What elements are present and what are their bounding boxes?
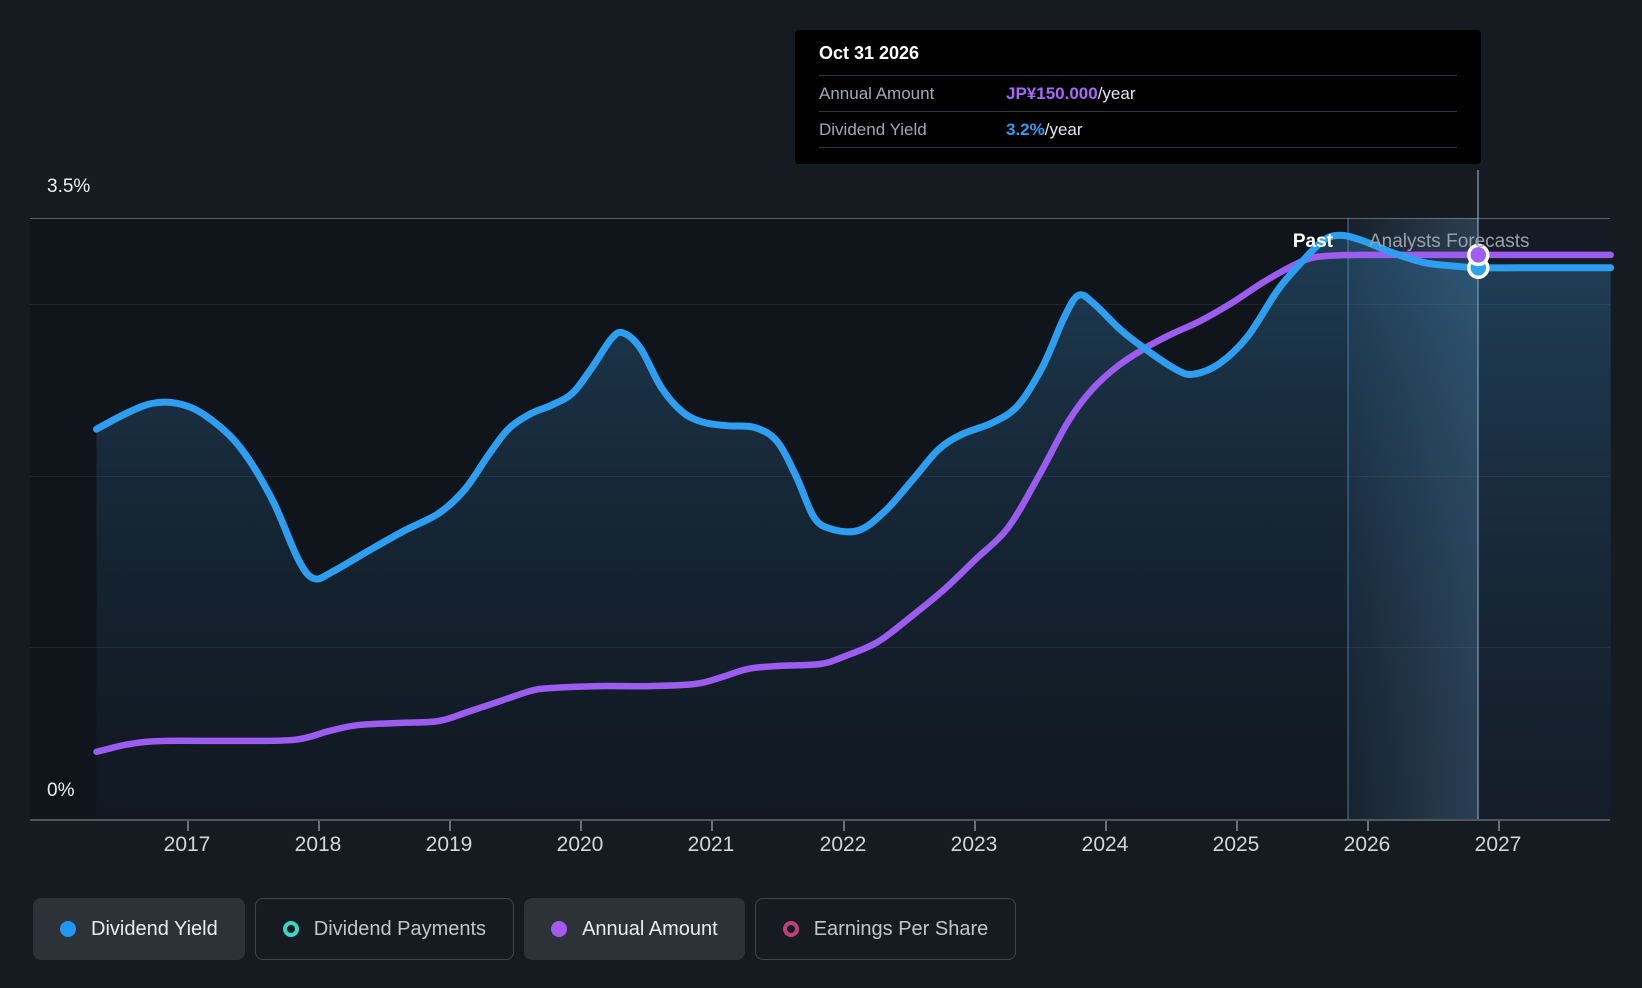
tooltip-row-label: Dividend Yield — [819, 119, 927, 139]
x-label-2020: 2020 — [556, 833, 604, 856]
x-label-2021: 2021 — [687, 833, 735, 856]
dividend-yield-area — [96, 235, 1611, 819]
annual-amount-line — [93, 251, 1614, 756]
x-axis-line — [30, 819, 1610, 821]
gridline-3pct — [30, 304, 1610, 305]
forecast-zone-label: Analysts Forecasts — [1369, 231, 1530, 252]
gridline-3.5pct — [30, 218, 1610, 219]
tooltip-row-label: Annual Amount — [819, 83, 935, 103]
x-tick-2020 — [580, 821, 582, 831]
x-label-2023: 2023 — [950, 833, 998, 856]
legend-label: Annual Amount — [582, 917, 718, 940]
x-tick-2026 — [1367, 821, 1369, 831]
hover-markers — [1467, 243, 1490, 280]
tooltip-rows: Annual Amount JP¥150.000/year Dividend Yie… — [819, 75, 1457, 148]
earnings-per-share-series-icon — [782, 921, 799, 937]
legend-button-earnings-per-share[interactable]: Earnings Per Share — [754, 898, 1017, 960]
hover-tooltip: Oct 31 2026 Annual Amount JP¥150.000/year… — [795, 30, 1481, 164]
tooltip-row-unit: /year — [1044, 119, 1083, 139]
x-label-2017: 2017 — [163, 833, 211, 856]
x-tick-2023 — [974, 821, 976, 831]
chart-legend: Dividend Yield Dividend Payments Annual Am… — [33, 898, 1017, 960]
gridline-2pct — [30, 476, 1610, 477]
past-zone-label: Past — [1292, 231, 1333, 252]
hover-marker-annual-amount — [1467, 243, 1490, 267]
dividend-yield-series-icon — [60, 921, 76, 937]
tooltip-row-value: JP¥150.000 — [1006, 83, 1098, 103]
x-tick-2019 — [449, 821, 451, 831]
x-label-2026: 2026 — [1343, 833, 1391, 856]
x-tick-2017 — [187, 821, 189, 831]
tooltip-row-value: 3.2% — [1006, 119, 1045, 139]
x-label-2022: 2022 — [819, 833, 867, 856]
x-tick-2021 — [711, 821, 713, 831]
x-tick-2025 — [1236, 821, 1238, 831]
x-label-2025: 2025 — [1212, 833, 1260, 856]
legend-button-dividend-payments[interactable]: Dividend Payments — [254, 898, 515, 960]
x-label-2027: 2027 — [1474, 833, 1522, 856]
y-axis-zero-label: 0% — [47, 780, 75, 801]
tooltip-row-dividend-yield: Dividend Yield 3.2%/year — [819, 111, 1457, 148]
legend-label: Dividend Yield — [91, 917, 218, 940]
tooltip-row-annual-amount: Annual Amount JP¥150.000/year — [819, 75, 1457, 111]
x-tick-2022 — [843, 821, 845, 831]
dividend-yield-line — [93, 231, 1615, 583]
legend-label: Dividend Payments — [313, 917, 487, 940]
dividend-payments-series-icon — [282, 921, 299, 937]
x-label-2019: 2019 — [425, 833, 473, 856]
x-label-2018: 2018 — [294, 833, 342, 856]
x-tick-2018 — [318, 821, 320, 831]
x-label-2024: 2024 — [1081, 833, 1129, 856]
tooltip-row-unit: /year — [1097, 83, 1136, 103]
x-tick-2027 — [1498, 821, 1500, 831]
annual-amount-series-icon — [551, 921, 568, 937]
legend-label: Earnings Per Share — [813, 917, 989, 940]
legend-button-annual-amount[interactable]: Annual Amount — [524, 898, 745, 960]
x-tick-2024 — [1105, 821, 1107, 831]
tooltip-date: Oct 31 2026 — [819, 43, 920, 63]
legend-button-dividend-yield[interactable]: Dividend Yield — [33, 898, 245, 960]
y-axis-top-label: 3.5% — [47, 176, 91, 197]
